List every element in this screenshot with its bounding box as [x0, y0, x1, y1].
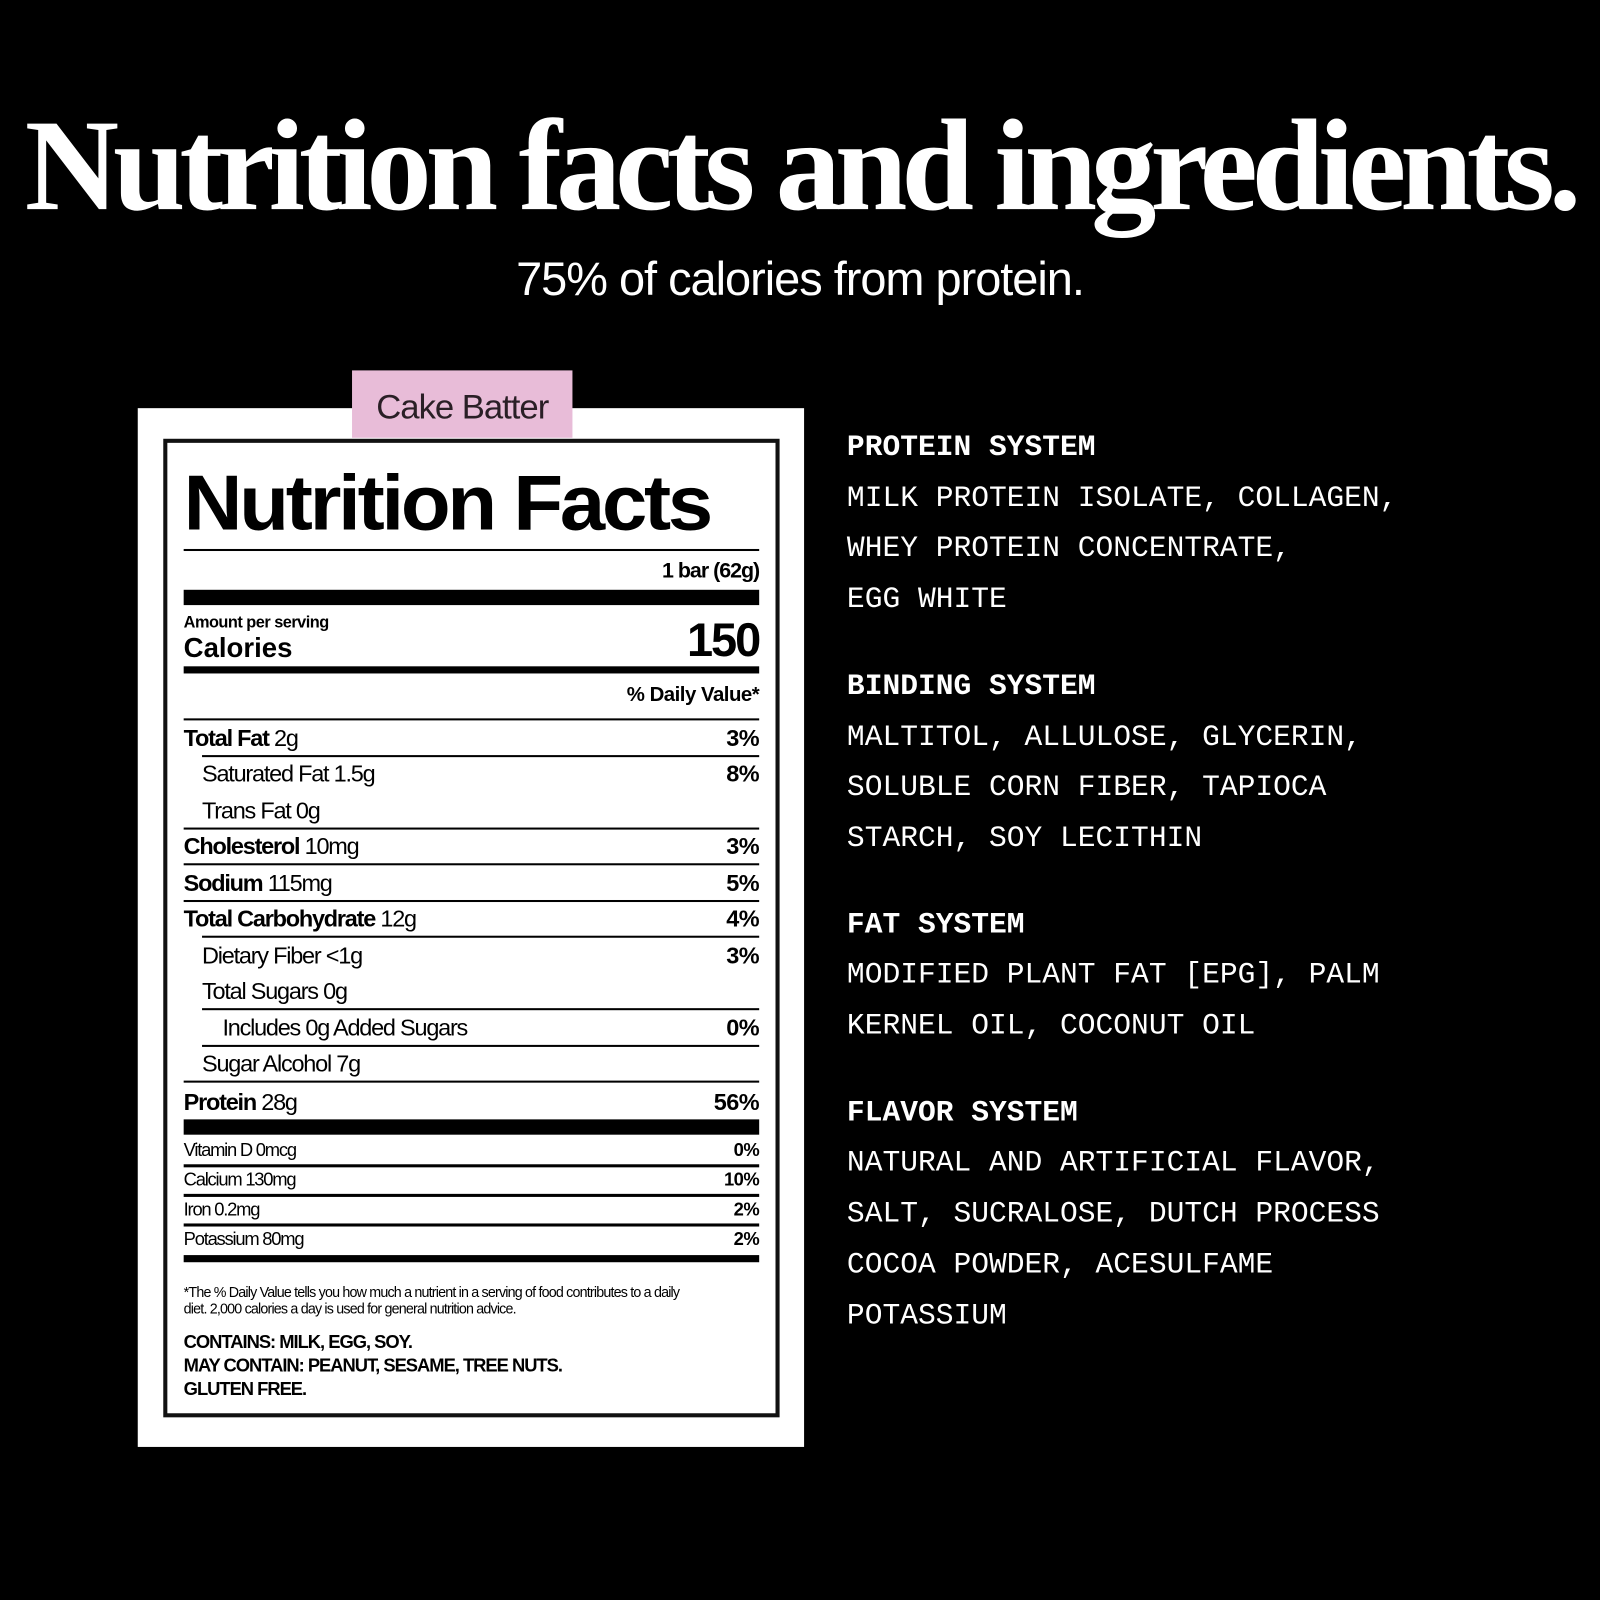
nutrient-row: Total Sugars 0g [202, 977, 348, 1005]
divider-thick [183, 589, 760, 606]
vitamin-row: Potassium 80mg 2% [183, 1223, 760, 1253]
nutrient-row: Sodium 115mg 5% [183, 863, 760, 899]
amount-per-serving: Amount per serving [183, 614, 330, 632]
nutrient-row: Dietary Fiber <1g 3% [202, 935, 760, 972]
divider [183, 548, 760, 552]
vitamin-row: Vitamin D 0mcg 0% [183, 1139, 760, 1161]
serving-size: 1 bar (62g) [662, 559, 760, 583]
nutrient-row: Cholesterol 10mg 3% [183, 827, 760, 863]
ingredient-section-fat: FAT SYSTEM MODIFIED PLANT FAT [EPG], PAL… [846, 907, 1380, 1043]
nutrient-row: Total Carbohydrate 12g 4% [183, 899, 760, 935]
nutrient-row: Protein 28g 56% [183, 1080, 760, 1120]
may-contain-text: MAY CONTAIN: PEANUT, SESAME, TREE NUTS. [183, 1355, 563, 1376]
nutrient-rows: Total Fat 2g 3% Saturated Fat 1.5g 8% Tran… [183, 718, 760, 1263]
nutrient-row: Trans Fat 0g [202, 796, 321, 823]
flavor-tab: Cake Batter [352, 370, 573, 438]
page-title: Nutrition facts and ingredients. [24, 92, 1582, 238]
nutrient-row: Total Fat 2g 3% [183, 718, 760, 754]
ingredient-section-flavor: FLAVOR SYSTEM NATURAL AND ARTIFICIAL FLA… [846, 1095, 1380, 1333]
daily-value-footnote: *The % Daily Value tells you how much a … [183, 1283, 680, 1317]
divider-thick [183, 1119, 760, 1135]
nutrient-row: Saturated Fat 1.5g 8% [202, 754, 760, 791]
page-subtitle: 75% of calories from protein. [516, 252, 1085, 306]
calories-label: Calories [183, 632, 293, 664]
label-heading: Nutrition Facts [183, 460, 714, 547]
ingredient-section-protein: PROTEIN SYSTEM MILK PROTEIN ISOLATE, COL… [846, 430, 1398, 617]
ingredients-list: PROTEIN SYSTEM MILK PROTEIN ISOLATE, COL… [847, 422, 1398, 1376]
nutrient-row: Includes 0g Added Sugars 0% [202, 1008, 760, 1044]
calories-value: 150 [686, 613, 761, 667]
contains-text: CONTAINS: MILK, EGG, SOY. [183, 1331, 413, 1353]
allergen-info: CONTAINS: MILK, EGG, SOY. MAY CONTAIN: P… [184, 1331, 760, 1401]
vitamin-row: Calcium 130mg 10% [183, 1164, 760, 1194]
vitamin-row: Iron 0.2mg 2% [183, 1193, 760, 1224]
nutrient-row: Sugar Alcohol 7g [202, 1044, 760, 1080]
daily-value-header: % Daily Value* [626, 683, 760, 707]
divider-medium [183, 1255, 760, 1263]
divider-medium [183, 666, 760, 674]
ingredient-section-binding: BINDING SYSTEM MALTITOL, ALLULOSE, GLYCE… [846, 669, 1362, 856]
nutrition-facts-label: Nutrition Facts 1 bar (62g) Amount per s… [163, 438, 780, 1418]
nutrition-card [137, 408, 805, 1447]
gluten-free-text: GLUTEN FREE. [183, 1378, 307, 1399]
